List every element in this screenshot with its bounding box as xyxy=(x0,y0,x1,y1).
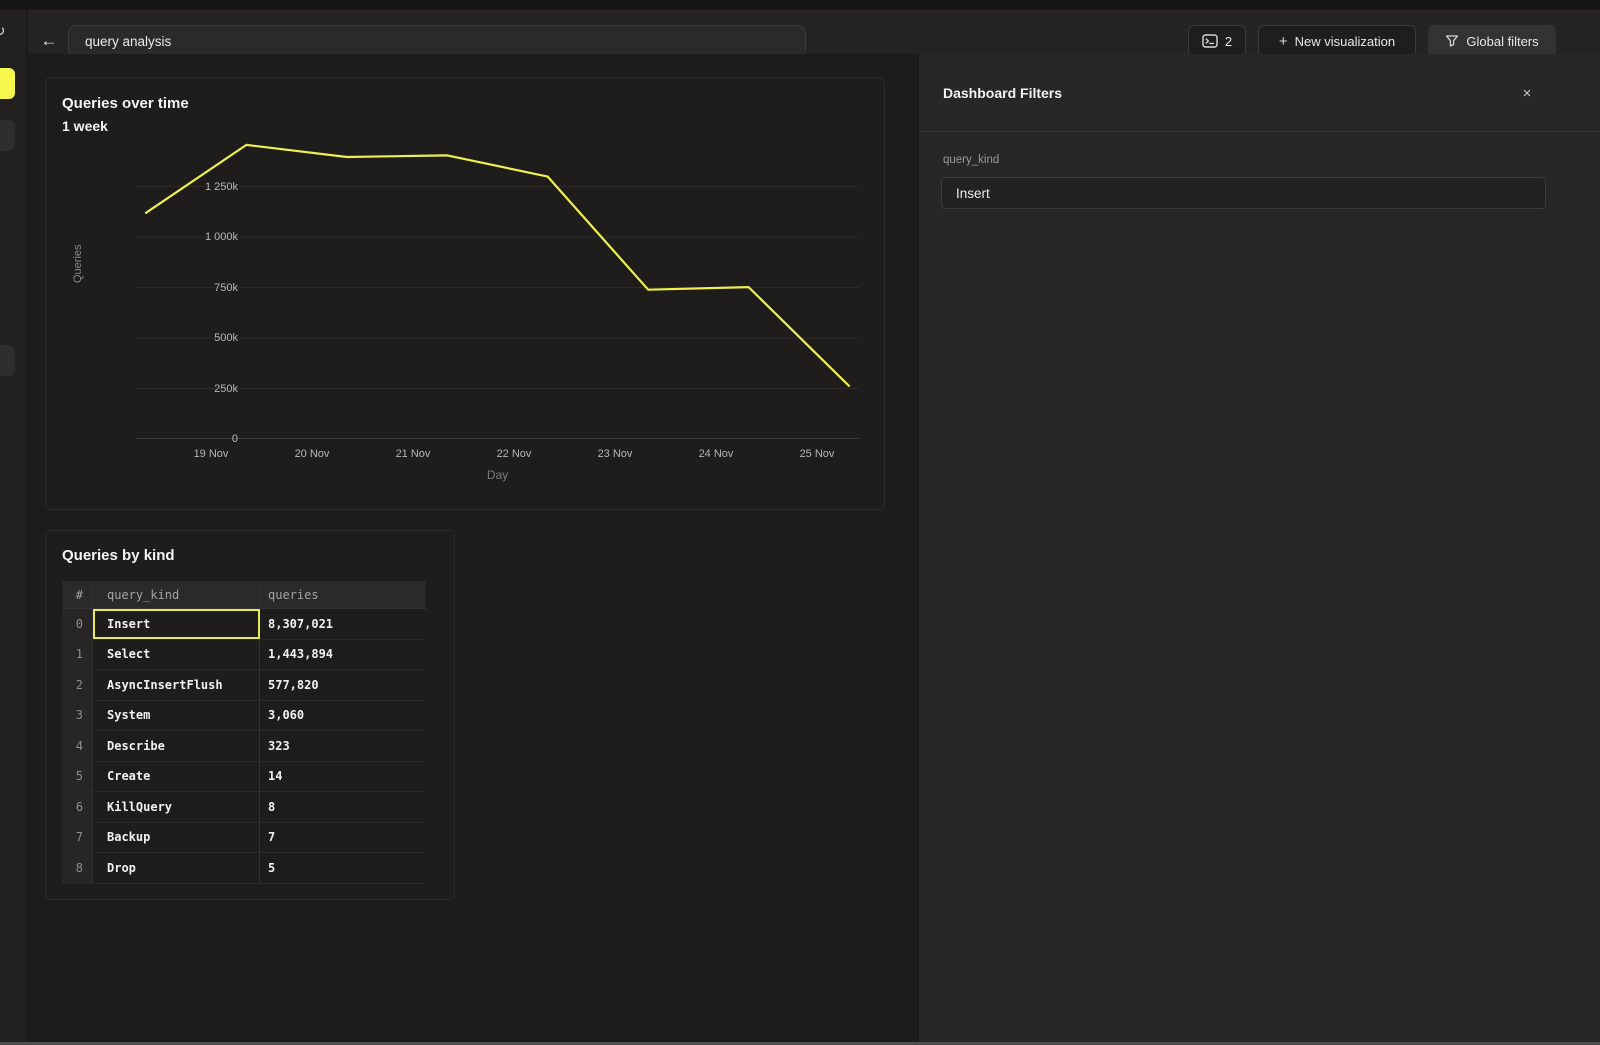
queries-by-kind-table: # query_kind queries 0Insert8,307,0211Se… xyxy=(62,581,426,884)
y-tick: 1 250k xyxy=(166,181,238,193)
cell-index[interactable]: 8 xyxy=(62,853,93,883)
rail-item-active[interactable] xyxy=(0,68,15,99)
y-tick: 0 xyxy=(166,433,238,445)
table-row[interactable]: 0Insert8,307,021 xyxy=(62,609,426,640)
refresh-icon[interactable]: ↻ xyxy=(0,22,6,40)
cell-queries[interactable]: 7 xyxy=(260,823,426,853)
console-icon xyxy=(1202,34,1218,48)
cell-query-kind[interactable]: Drop xyxy=(93,853,260,883)
cell-query-kind[interactable]: Describe xyxy=(93,731,260,761)
cell-queries[interactable]: 5 xyxy=(260,853,426,883)
left-rail: ↻ xyxy=(0,10,28,1045)
cell-query-kind[interactable]: Select xyxy=(93,640,260,670)
toolbar: ← 2 + New visualization Global filters xyxy=(0,10,1600,54)
funnel-icon xyxy=(1445,34,1459,48)
cell-query-kind[interactable]: System xyxy=(93,701,260,731)
table-row[interactable]: 6KillQuery8 xyxy=(62,792,426,823)
filter-field-label: query_kind xyxy=(943,154,999,166)
cell-queries[interactable]: 8,307,021 xyxy=(260,609,426,639)
rail-item[interactable] xyxy=(0,345,15,376)
cell-index[interactable]: 3 xyxy=(62,701,93,731)
query-kind-filter-input[interactable] xyxy=(941,177,1546,209)
col-header-index: # xyxy=(62,581,93,608)
cell-index[interactable]: 5 xyxy=(62,762,93,792)
y-tick: 500k xyxy=(166,332,238,344)
x-tick: 25 Nov xyxy=(782,448,852,460)
cell-queries[interactable]: 577,820 xyxy=(260,670,426,700)
chart-card-queries-over-time: Queries over time 1 week Queries 1 250k 1… xyxy=(45,77,885,510)
y-axis-label: Queries xyxy=(72,244,84,283)
table-header-row: # query_kind queries xyxy=(62,581,426,609)
cell-queries[interactable]: 8 xyxy=(260,792,426,822)
cell-index[interactable]: 4 xyxy=(62,731,93,761)
cell-query-kind[interactable]: Insert xyxy=(93,609,260,639)
console-count: 2 xyxy=(1225,34,1232,49)
chart-subtitle: 1 week xyxy=(62,118,108,134)
cell-index[interactable]: 1 xyxy=(62,640,93,670)
window-top-strip xyxy=(0,0,1600,10)
y-tick: 1 000k xyxy=(166,231,238,243)
global-filters-button[interactable]: Global filters xyxy=(1428,25,1556,57)
back-button[interactable]: ← xyxy=(36,28,62,54)
chart-title: Queries over time xyxy=(62,95,189,112)
cell-query-kind[interactable]: Backup xyxy=(93,823,260,853)
table-row[interactable]: 2AsyncInsertFlush577,820 xyxy=(62,670,426,701)
x-tick: 22 Nov xyxy=(479,448,549,460)
new-visualization-button[interactable]: + New visualization xyxy=(1258,25,1416,57)
cell-query-kind[interactable]: KillQuery xyxy=(93,792,260,822)
table-row[interactable]: 3System3,060 xyxy=(62,701,426,732)
plus-icon: + xyxy=(1279,33,1288,50)
x-tick: 21 Nov xyxy=(378,448,448,460)
panel-divider xyxy=(919,131,1600,132)
sql-console-count-button[interactable]: 2 xyxy=(1188,25,1246,57)
x-tick: 24 Nov xyxy=(681,448,751,460)
x-axis-label: Day xyxy=(136,468,859,482)
cell-queries[interactable]: 323 xyxy=(260,731,426,761)
cell-index[interactable]: 6 xyxy=(62,792,93,822)
cell-query-kind[interactable]: AsyncInsertFlush xyxy=(93,670,260,700)
cell-index[interactable]: 0 xyxy=(62,609,93,639)
dashboard-filters-panel: Dashboard Filters × query_kind xyxy=(918,54,1600,1045)
table-row[interactable]: 8Drop5 xyxy=(62,853,426,884)
x-tick: 19 Nov xyxy=(176,448,246,460)
col-header-queries: queries xyxy=(260,581,426,608)
table-row[interactable]: 4Describe323 xyxy=(62,731,426,762)
cell-index[interactable]: 7 xyxy=(62,823,93,853)
global-filters-label: Global filters xyxy=(1466,34,1538,49)
cell-queries[interactable]: 1,443,894 xyxy=(260,640,426,670)
table-body: 0Insert8,307,0211Select1,443,8942AsyncIn… xyxy=(62,609,426,884)
table-row[interactable]: 5Create14 xyxy=(62,762,426,793)
cell-queries[interactable]: 14 xyxy=(260,762,426,792)
table-row[interactable]: 1Select1,443,894 xyxy=(62,640,426,671)
x-tick: 20 Nov xyxy=(277,448,347,460)
table-row[interactable]: 7Backup7 xyxy=(62,823,426,854)
x-tick: 23 Nov xyxy=(580,448,650,460)
y-tick: 750k xyxy=(166,282,238,294)
col-header-query-kind: query_kind xyxy=(93,581,260,608)
cell-queries[interactable]: 3,060 xyxy=(260,701,426,731)
table-card-queries-by-kind: Queries by kind # query_kind queries 0In… xyxy=(45,530,455,900)
table-title: Queries by kind xyxy=(62,547,175,564)
y-tick: 250k xyxy=(166,383,238,395)
cell-query-kind[interactable]: Create xyxy=(93,762,260,792)
close-icon[interactable]: × xyxy=(1516,82,1538,104)
cell-index[interactable]: 2 xyxy=(62,670,93,700)
rail-item[interactable] xyxy=(0,120,15,151)
new-visualization-label: New visualization xyxy=(1295,34,1395,49)
line-chart-plot xyxy=(136,141,859,439)
dashboard-canvas: Queries over time 1 week Queries 1 250k 1… xyxy=(29,54,918,1045)
filters-panel-title: Dashboard Filters xyxy=(943,85,1062,101)
dashboard-title-input[interactable] xyxy=(68,25,806,57)
